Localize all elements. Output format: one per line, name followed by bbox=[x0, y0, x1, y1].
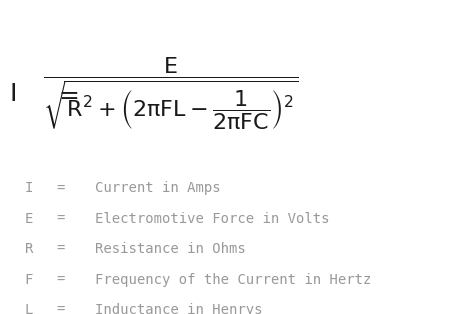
Text: =: = bbox=[57, 181, 65, 195]
Text: Frequency of the Current in Hertz: Frequency of the Current in Hertz bbox=[95, 273, 371, 287]
Text: $\mathsf{I}$: $\mathsf{I}$ bbox=[9, 82, 16, 106]
Text: E: E bbox=[25, 212, 33, 226]
Text: =: = bbox=[57, 303, 65, 314]
Text: F: F bbox=[25, 273, 33, 287]
Text: Resistance in Ohms: Resistance in Ohms bbox=[95, 242, 245, 256]
Text: R: R bbox=[25, 242, 33, 256]
Text: =: = bbox=[57, 273, 65, 287]
Text: Inductance in Henrys: Inductance in Henrys bbox=[95, 303, 262, 314]
Text: $\mathsf{=}$: $\mathsf{=}$ bbox=[54, 82, 79, 106]
Text: L: L bbox=[25, 303, 33, 314]
Text: =: = bbox=[57, 242, 65, 256]
Text: I: I bbox=[25, 181, 33, 195]
Text: =: = bbox=[57, 212, 65, 226]
Text: Electromotive Force in Volts: Electromotive Force in Volts bbox=[95, 212, 329, 226]
Text: Current in Amps: Current in Amps bbox=[95, 181, 221, 195]
Text: $\dfrac{\mathsf{E}}{\sqrt{\mathsf{R}^2 + \left(\mathsf{2{\pi}FL} - \dfrac{\maths: $\dfrac{\mathsf{E}}{\sqrt{\mathsf{R}^2 +… bbox=[43, 56, 299, 133]
